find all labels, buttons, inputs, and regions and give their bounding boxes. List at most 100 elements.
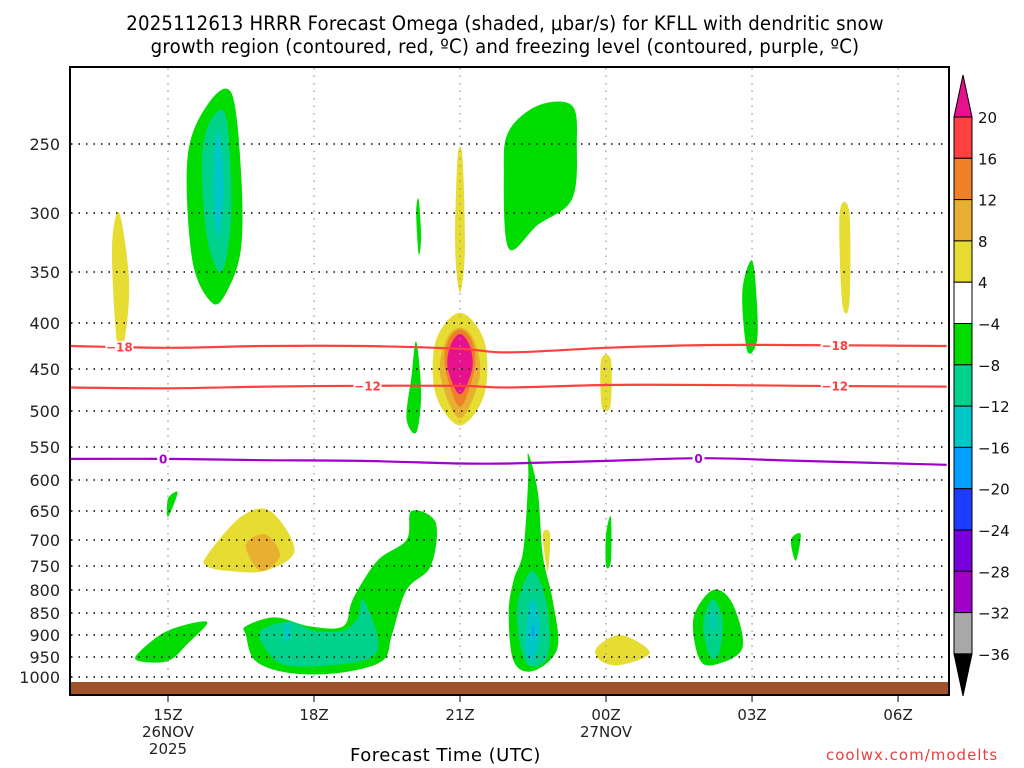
chart-title-line-1: 2025112613 HRRR Forecast Omega (shaded, …: [126, 12, 884, 35]
y-tick-label: 850: [29, 604, 60, 623]
y-tick-label: 750: [29, 557, 60, 576]
x-tick-label: 06Z: [883, 706, 912, 724]
y-tick-label: 300: [29, 204, 60, 223]
contour-label-bg: [692, 452, 705, 465]
omega-region-pos4: [586, 260, 670, 458]
x-tick-label: 03Z: [737, 706, 766, 724]
colorbar-label: −8: [978, 357, 1000, 375]
colorbar-segment: [953, 364, 973, 407]
contour-label: −12: [354, 379, 381, 393]
colorbar-min-arrow: [953, 653, 973, 697]
credit-link[interactable]: coolwx.com/modelts: [826, 746, 999, 764]
colorbar-label: 20: [978, 109, 997, 127]
omega-region-pos8: [839, 201, 851, 314]
omega-region-neg12: [213, 130, 224, 238]
x-tick-label: 15Z: [153, 706, 182, 724]
contour-label: 0: [694, 452, 702, 466]
omega-region-pos4: [459, 636, 465, 644]
colorbar-segment: [953, 405, 973, 448]
contour-label: −18: [106, 340, 133, 354]
omega-region-pos4: [97, 164, 407, 561]
omega-region-neg4: [135, 621, 208, 663]
contour-dendritic-bottom: [71, 383, 947, 390]
omega-region-neg4: [605, 515, 612, 569]
colorbar-segment: [953, 281, 973, 325]
y-tick-label: 650: [29, 502, 60, 521]
omega-region-neg4: [503, 101, 578, 251]
colorbar-label: −20: [978, 481, 1010, 499]
omega-region-pos4: [789, 624, 845, 666]
y-tick-label: 400: [29, 314, 60, 333]
colorbar-label: −28: [978, 563, 1010, 581]
colorbar-label: 8: [978, 233, 988, 251]
y-tick-label: 1000: [19, 668, 60, 687]
colorbar-segment: [953, 323, 973, 366]
plot-frame: [69, 66, 950, 696]
contour-freezing-level: [71, 457, 947, 466]
x-tick-label: 18Z: [299, 706, 328, 724]
omega-region-pos8: [595, 634, 650, 666]
colorbar-segment: [953, 157, 973, 201]
y-tick-label: 700: [29, 531, 60, 550]
contour-dendritic-top: [71, 343, 947, 354]
colorbar-segment: [953, 529, 973, 572]
y-tick-label: 900: [29, 626, 60, 645]
contour-label-bg: [820, 379, 849, 392]
colorbar: 20 16 12 8 4 −4 −8 −12 −16 −20 −24 −28 −32 −36: [953, 74, 1010, 697]
y-tick-label: 500: [29, 402, 60, 421]
colorbar-segment: [953, 199, 973, 242]
colorbar-label: −36: [978, 646, 1010, 664]
contour-label-bg: [105, 340, 134, 353]
omega-region-pos4: [742, 157, 772, 273]
colorbar-segment: [953, 116, 973, 159]
x-tick-date: 26NOV: [142, 723, 195, 741]
y-tick-label: 250: [29, 135, 60, 154]
omega-region-neg12: [710, 612, 716, 631]
y-tick-label: 600: [29, 471, 60, 490]
colorbar-label: −24: [978, 522, 1010, 540]
colorbar-label: 4: [978, 274, 988, 292]
omega-region-neg8: [258, 598, 379, 667]
colorbar-label: 16: [978, 150, 997, 168]
contour-label: 0: [159, 452, 167, 466]
colorbar-segment: [953, 570, 973, 614]
chart-title-line-2: growth region (contoured, red, ºC) and f…: [150, 35, 860, 58]
colorbar-label: −32: [978, 605, 1010, 623]
x-axis-title: Forecast Time (UTC): [350, 745, 541, 766]
colorbar-label: −12: [978, 398, 1010, 416]
colorbar-segment: [953, 240, 973, 283]
colorbar-segment: [953, 612, 973, 655]
omega-region-neg12: [284, 621, 291, 642]
y-tick-label: 800: [29, 581, 60, 600]
contour-label-bg: [353, 379, 382, 392]
y-tick-label: 350: [29, 263, 60, 282]
colorbar-label: −16: [978, 439, 1010, 457]
x-tick-label: 00Z: [591, 706, 620, 724]
y-axis: 250 300 350 400 450 500 550 600 650 700 750 800 850 9…: [19, 135, 60, 687]
x-tick-year: 2025: [149, 740, 187, 758]
y-tick-label: 550: [29, 438, 60, 457]
colorbar-segment: [953, 446, 973, 490]
contour-label: −18: [821, 339, 848, 353]
colorbar-max-arrow: [953, 74, 973, 118]
x-tick-label: 21Z: [445, 706, 474, 724]
omega-region-neg4: [790, 533, 801, 561]
contour-label: −12: [821, 379, 848, 393]
omega-region-neg16: [531, 625, 535, 637]
colorbar-label: −4: [978, 316, 1000, 334]
omega-region-neg4: [742, 260, 758, 354]
ground-surface: [71, 682, 948, 694]
y-tick-label: 950: [29, 648, 60, 667]
omega-region-pos8: [600, 354, 612, 412]
omega-region-pos4: [566, 472, 665, 661]
contour-label-bg: [157, 452, 170, 465]
colorbar-label: 12: [978, 192, 997, 210]
omega-shaded-regions: [97, 74, 861, 675]
omega-region-pos12: [245, 533, 280, 571]
contour-label-bg: [820, 339, 849, 352]
y-tick-label: 450: [29, 360, 60, 379]
x-tick-date: 27NOV: [580, 723, 633, 741]
omega-region-pos4: [254, 74, 276, 261]
